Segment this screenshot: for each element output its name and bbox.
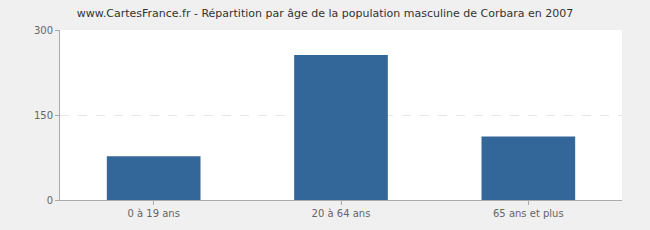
svg-text:20 à 64 ans: 20 à 64 ans <box>312 208 371 219</box>
svg-text:www.CartesFrance.fr - Répartit: www.CartesFrance.fr - Répartition par âg… <box>77 7 574 20</box>
svg-text:65 ans et plus: 65 ans et plus <box>493 208 564 219</box>
svg-text:300: 300 <box>34 25 53 36</box>
svg-text:0: 0 <box>47 195 53 206</box>
svg-text:0 à 19 ans: 0 à 19 ans <box>127 208 179 219</box>
svg-text:150: 150 <box>34 110 53 121</box>
